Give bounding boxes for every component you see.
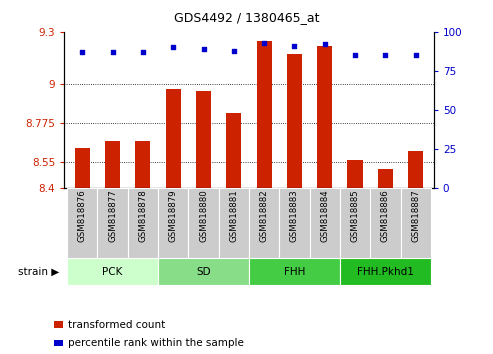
Point: [321, 41, 329, 47]
Bar: [67, 258, 158, 285]
Bar: [196, 91, 211, 188]
Point: [78, 49, 86, 55]
Text: GSM818876: GSM818876: [78, 189, 87, 242]
Bar: [158, 258, 249, 285]
Text: percentile rank within the sample: percentile rank within the sample: [68, 338, 244, 348]
Bar: [400, 188, 431, 258]
Bar: [67, 188, 98, 258]
Text: GSM818882: GSM818882: [260, 189, 269, 242]
Text: GSM818886: GSM818886: [381, 189, 390, 242]
Bar: [128, 188, 158, 258]
Bar: [370, 188, 400, 258]
Bar: [340, 188, 370, 258]
Bar: [287, 55, 302, 188]
Bar: [188, 188, 219, 258]
Text: transformed count: transformed count: [68, 320, 165, 330]
Text: GDS4492 / 1380465_at: GDS4492 / 1380465_at: [174, 11, 319, 24]
Point: [351, 52, 359, 58]
Text: GSM818881: GSM818881: [229, 189, 238, 242]
Bar: [219, 188, 249, 258]
Text: GSM818880: GSM818880: [199, 189, 208, 242]
Point: [382, 52, 389, 58]
Bar: [310, 188, 340, 258]
Bar: [75, 148, 90, 188]
Bar: [340, 258, 431, 285]
Text: GSM818878: GSM818878: [139, 189, 147, 242]
Text: FHH: FHH: [284, 267, 305, 277]
Point: [139, 49, 147, 55]
Bar: [317, 46, 332, 188]
Text: PCK: PCK: [103, 267, 123, 277]
Bar: [408, 151, 423, 188]
Bar: [226, 113, 242, 188]
Text: strain ▶: strain ▶: [18, 267, 59, 277]
Bar: [98, 188, 128, 258]
Bar: [256, 40, 272, 188]
Text: GSM818877: GSM818877: [108, 189, 117, 242]
Text: GSM818885: GSM818885: [351, 189, 359, 242]
Bar: [166, 89, 181, 188]
Bar: [378, 169, 393, 188]
Point: [290, 43, 298, 49]
Text: FHH.Pkhd1: FHH.Pkhd1: [357, 267, 414, 277]
Bar: [348, 160, 363, 188]
Bar: [249, 258, 340, 285]
Point: [169, 45, 177, 50]
Point: [200, 46, 208, 52]
Text: GSM818887: GSM818887: [411, 189, 420, 242]
Text: GSM818883: GSM818883: [290, 189, 299, 242]
Point: [260, 40, 268, 46]
Bar: [279, 188, 310, 258]
Text: GSM818879: GSM818879: [169, 189, 177, 242]
Point: [230, 48, 238, 53]
Point: [108, 49, 116, 55]
Bar: [105, 141, 120, 188]
Bar: [158, 188, 188, 258]
Bar: [135, 141, 150, 188]
Text: SD: SD: [196, 267, 211, 277]
Point: [412, 52, 420, 58]
Text: GSM818884: GSM818884: [320, 189, 329, 242]
Bar: [249, 188, 279, 258]
